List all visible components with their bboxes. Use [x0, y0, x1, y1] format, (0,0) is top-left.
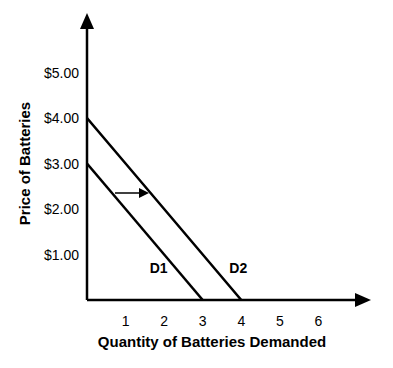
x-axis-title: Quantity of Batteries Demanded — [98, 333, 326, 350]
demand-line — [87, 118, 241, 300]
y-axis-arrow — [80, 13, 94, 29]
x-tick-label: 4 — [237, 313, 245, 329]
x-tick-label: 6 — [315, 313, 323, 329]
shift-arrow — [115, 192, 147, 194]
y-tick-label: $2.00 — [44, 201, 79, 217]
chart-svg: 1 2 3 4 5 6 $1.00 $2.00 $3.00 $4.00 $5.00 Quantity … — [0, 0, 393, 368]
x-tick-label: 5 — [276, 313, 284, 329]
chart-container: 1 2 3 4 5 6 $1.00 $2.00 $3.00 $4.00 $5.00 Quantity … — [0, 0, 393, 368]
x-axis-line — [87, 299, 357, 302]
y-tick-label: $3.00 — [44, 156, 79, 172]
y-tick-label: $5.00 — [44, 65, 79, 81]
series-label: D2 — [229, 260, 247, 276]
demand-line — [87, 164, 203, 301]
x-tick-label: 1 — [122, 313, 130, 329]
y-tick-label: $1.00 — [44, 247, 79, 263]
series-label: D1 — [150, 260, 168, 276]
x-axis-arrow — [355, 293, 371, 307]
y-tick-label: $4.00 — [44, 110, 79, 126]
y-axis-title: Price of Batteries — [16, 102, 33, 225]
x-tick-label: 3 — [199, 313, 207, 329]
plot-area — [87, 118, 241, 300]
x-tick-label: 2 — [160, 313, 168, 329]
